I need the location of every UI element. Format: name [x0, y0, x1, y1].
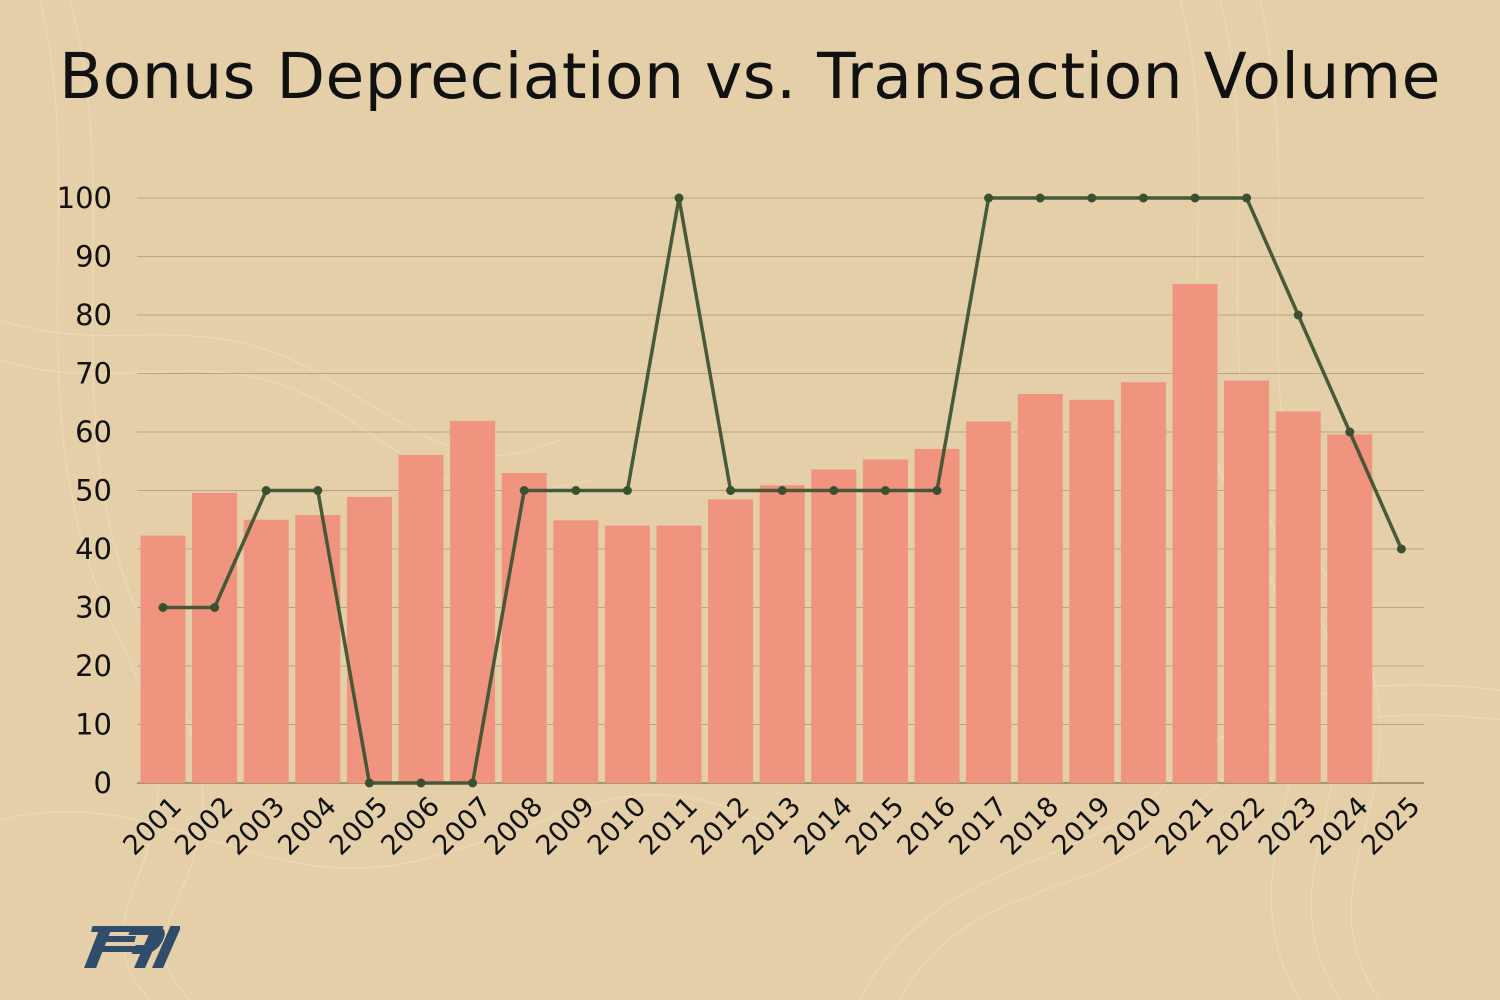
bar-2021 — [1172, 283, 1218, 783]
x-tick-label: 2018 — [995, 791, 1066, 862]
bar-series — [140, 283, 1373, 783]
x-tick-label: 2009 — [530, 791, 601, 862]
bar-2003 — [243, 519, 289, 783]
y-tick-label: 90 — [75, 240, 112, 274]
line-point-2017 — [984, 193, 994, 203]
line-point-2006 — [416, 778, 426, 788]
bar-2014 — [811, 469, 857, 783]
bar-2011 — [656, 525, 702, 783]
line-point-2002 — [210, 603, 220, 612]
x-tick-label: 2001 — [117, 791, 188, 862]
chart-title: Bonus Depreciation vs. Transaction Volum… — [59, 40, 1441, 113]
y-axis: 0 10 20 30 40 50 60 70 80 90 100 — [57, 181, 112, 800]
x-tick-label: 2025 — [1356, 791, 1427, 862]
bar-2013 — [759, 485, 805, 783]
bar-2004 — [295, 515, 341, 783]
x-tick-label: 2006 — [375, 791, 446, 862]
line-point-2011 — [674, 193, 684, 203]
line-point-2016 — [932, 486, 942, 495]
y-tick-label: 20 — [75, 649, 112, 683]
x-tick-label: 2021 — [1149, 791, 1220, 862]
y-tick-label: 40 — [75, 532, 112, 566]
bar-2012 — [708, 499, 754, 783]
x-tick-label: 2013 — [737, 791, 808, 862]
x-tick-label: 2004 — [272, 791, 343, 862]
bar-2017 — [966, 421, 1012, 783]
x-tick-label: 2008 — [479, 791, 550, 862]
y-tick-label: 30 — [75, 591, 112, 625]
x-tick-label: 2005 — [324, 791, 395, 862]
line-point-2021 — [1190, 193, 1200, 203]
bar-2007 — [450, 420, 496, 783]
bar-2006 — [398, 454, 444, 783]
y-tick-label: 80 — [75, 298, 112, 332]
bar-2008 — [501, 472, 547, 783]
line-point-2023 — [1293, 310, 1303, 320]
bar-2022 — [1224, 380, 1270, 783]
x-tick-label: 2022 — [1201, 791, 1272, 862]
x-tick-label: 2003 — [221, 791, 292, 862]
y-tick-label: 60 — [75, 415, 112, 449]
y-tick-label: 0 — [94, 766, 112, 800]
line-point-2019 — [1087, 193, 1097, 203]
bar-2015 — [862, 459, 908, 783]
x-tick-label: 2019 — [1046, 791, 1117, 862]
y-tick-label: 100 — [57, 181, 112, 215]
line-point-2004 — [313, 486, 323, 495]
line-point-2007 — [468, 778, 478, 788]
pji-logo — [84, 926, 180, 968]
bar-2020 — [1120, 382, 1166, 783]
line-point-2010 — [622, 486, 632, 495]
bar-2023 — [1275, 411, 1321, 783]
x-tick-label: 2024 — [1304, 791, 1375, 862]
y-tick-label: 10 — [75, 708, 112, 742]
bar-2019 — [1069, 399, 1115, 783]
x-tick-label: 2010 — [582, 791, 653, 862]
line-point-2020 — [1138, 193, 1148, 203]
y-tick-label: 70 — [75, 357, 112, 391]
line-point-2025 — [1396, 544, 1406, 554]
line-series — [158, 193, 1406, 788]
bar-2005 — [346, 496, 392, 783]
bar-2010 — [604, 525, 650, 783]
x-tick-label: 2002 — [169, 791, 240, 862]
bar-2002 — [192, 492, 238, 783]
line-point-2001 — [158, 603, 168, 612]
x-tick-label: 2017 — [943, 791, 1014, 862]
line-point-2009 — [571, 486, 581, 495]
line-point-2014 — [829, 486, 839, 495]
x-tick-label: 2007 — [427, 791, 498, 862]
line-point-2024 — [1345, 427, 1355, 437]
x-axis: 2001200220032004200520062007200820092010… — [117, 791, 1426, 862]
x-tick-label: 2012 — [685, 791, 756, 862]
line-point-2022 — [1242, 193, 1252, 203]
line-point-2008 — [519, 486, 529, 495]
line-point-2018 — [1035, 193, 1045, 203]
bar-2016 — [914, 448, 960, 783]
x-tick-label: 2016 — [891, 791, 962, 862]
line-point-2005 — [364, 778, 374, 788]
line-point-2003 — [261, 486, 271, 495]
y-tick-label: 50 — [75, 474, 112, 508]
x-tick-label: 2011 — [633, 791, 704, 862]
bar-2009 — [553, 520, 599, 783]
line-point-2015 — [880, 486, 890, 495]
x-tick-label: 2014 — [788, 791, 859, 862]
bar-2018 — [1017, 393, 1063, 783]
bar-2001 — [140, 535, 186, 783]
x-tick-label: 2020 — [1098, 791, 1169, 862]
line-point-2012 — [726, 486, 736, 495]
x-tick-label: 2023 — [1253, 791, 1324, 862]
bar-2024 — [1327, 434, 1373, 783]
line-point-2013 — [777, 486, 787, 495]
x-tick-label: 2015 — [840, 791, 911, 862]
